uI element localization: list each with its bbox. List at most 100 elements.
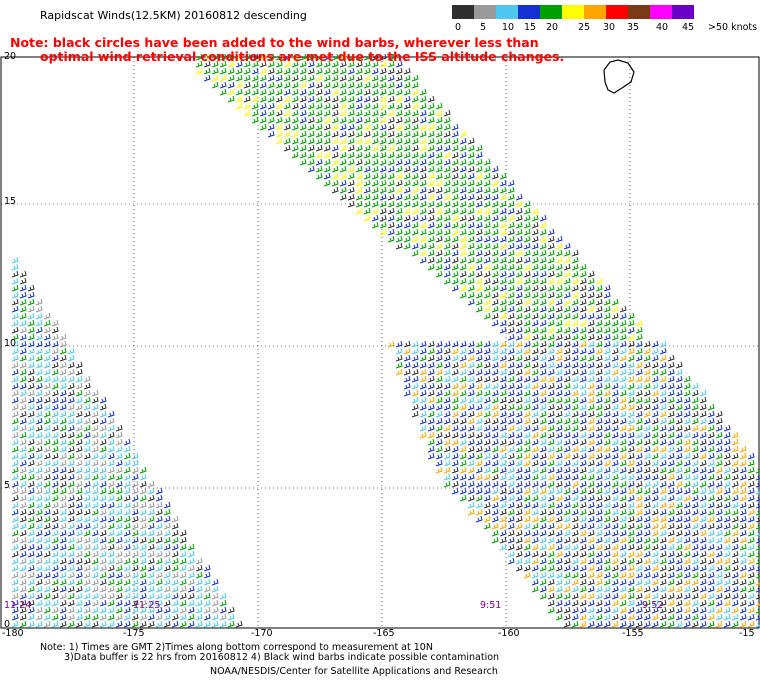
wind-barb	[499, 298, 507, 306]
wind-barb	[339, 158, 347, 166]
wind-barb	[443, 144, 451, 152]
wind-barb	[603, 361, 611, 369]
wind-barb	[507, 522, 515, 530]
wind-barb	[627, 480, 635, 488]
wind-barb	[107, 494, 115, 502]
wind-barb	[51, 571, 59, 579]
wind-barb	[507, 333, 515, 341]
wind-barb	[595, 515, 603, 523]
wind-barb	[627, 333, 635, 341]
wind-barb	[235, 102, 243, 110]
wind-barb	[91, 459, 99, 467]
wind-barb	[123, 564, 131, 572]
wind-barb	[595, 445, 603, 453]
wind-barb	[75, 578, 83, 586]
wind-barb	[475, 298, 483, 306]
wind-barb	[403, 179, 411, 187]
wind-barb	[75, 599, 83, 607]
wind-barb	[571, 585, 579, 593]
wind-barb	[451, 130, 459, 138]
wind-barb	[707, 592, 715, 600]
wind-barb	[475, 263, 483, 271]
wind-barb	[419, 144, 427, 152]
wind-barb	[747, 564, 755, 572]
wind-barb	[499, 340, 507, 348]
wind-barb	[51, 361, 59, 369]
wind-barb	[99, 578, 107, 586]
wind-barb	[715, 473, 723, 481]
wind-barb	[331, 144, 339, 152]
wind-barb	[643, 529, 651, 537]
wind-barb	[371, 186, 379, 194]
wind-barb	[299, 144, 307, 152]
wind-barb	[163, 606, 171, 614]
wind-barb	[507, 508, 515, 516]
wind-barb	[683, 543, 691, 551]
wind-barb	[475, 207, 483, 215]
wind-barb	[27, 319, 35, 327]
wind-barb	[707, 613, 715, 621]
wind-barb	[419, 200, 427, 208]
wind-barb	[571, 417, 579, 425]
wind-barb	[747, 522, 755, 530]
wind-barb	[459, 375, 467, 383]
wind-barb	[419, 417, 427, 425]
wind-barb	[643, 347, 651, 355]
wind-barb	[419, 256, 427, 264]
wind-barb	[515, 214, 523, 222]
wind-barb	[675, 620, 683, 628]
wind-barb	[643, 445, 651, 453]
wind-barb	[35, 298, 43, 306]
wind-barb	[83, 501, 91, 509]
wind-barb	[403, 207, 411, 215]
wind-barb	[539, 473, 547, 481]
wind-barb	[211, 578, 219, 586]
wind-barb	[99, 438, 107, 446]
wind-barb	[667, 375, 675, 383]
wind-barb	[547, 543, 555, 551]
wind-barb	[595, 606, 603, 614]
wind-barb	[571, 515, 579, 523]
wind-barb	[675, 389, 683, 397]
wind-barb	[611, 347, 619, 355]
wind-barb	[11, 326, 19, 334]
wind-barb	[291, 53, 299, 61]
wind-barb	[507, 368, 515, 376]
wind-barb	[723, 620, 731, 628]
wind-barb	[491, 480, 499, 488]
wind-barb	[539, 564, 547, 572]
wind-barb	[51, 529, 59, 537]
wind-barb	[299, 137, 307, 145]
wind-barb	[603, 522, 611, 530]
wind-barb	[67, 515, 75, 523]
wind-barb	[59, 571, 67, 579]
wind-barb	[739, 515, 747, 523]
wind-barb	[515, 326, 523, 334]
wind-barb	[731, 599, 739, 607]
wind-barb	[547, 396, 555, 404]
wind-barb	[571, 592, 579, 600]
wind-barb	[19, 508, 27, 516]
wind-barb	[155, 494, 163, 502]
wind-barb	[91, 529, 99, 537]
wind-barb	[675, 361, 683, 369]
wind-barb	[163, 620, 171, 628]
wind-barb	[587, 529, 595, 537]
wind-barb	[339, 151, 347, 159]
wind-barb	[523, 480, 531, 488]
wind-barb	[131, 487, 139, 495]
wind-barb	[59, 620, 67, 628]
wind-barb	[443, 123, 451, 131]
wind-barb	[699, 578, 707, 586]
wind-barb	[75, 571, 83, 579]
wind-barb	[555, 501, 563, 509]
wind-barb	[619, 319, 627, 327]
wind-barb	[499, 347, 507, 355]
wind-barb	[507, 494, 515, 502]
wind-barb	[667, 396, 675, 404]
wind-barb	[531, 382, 539, 390]
wind-barb	[467, 186, 475, 194]
wind-barb	[483, 410, 491, 418]
wind-barb	[419, 396, 427, 404]
wind-barb	[579, 578, 587, 586]
